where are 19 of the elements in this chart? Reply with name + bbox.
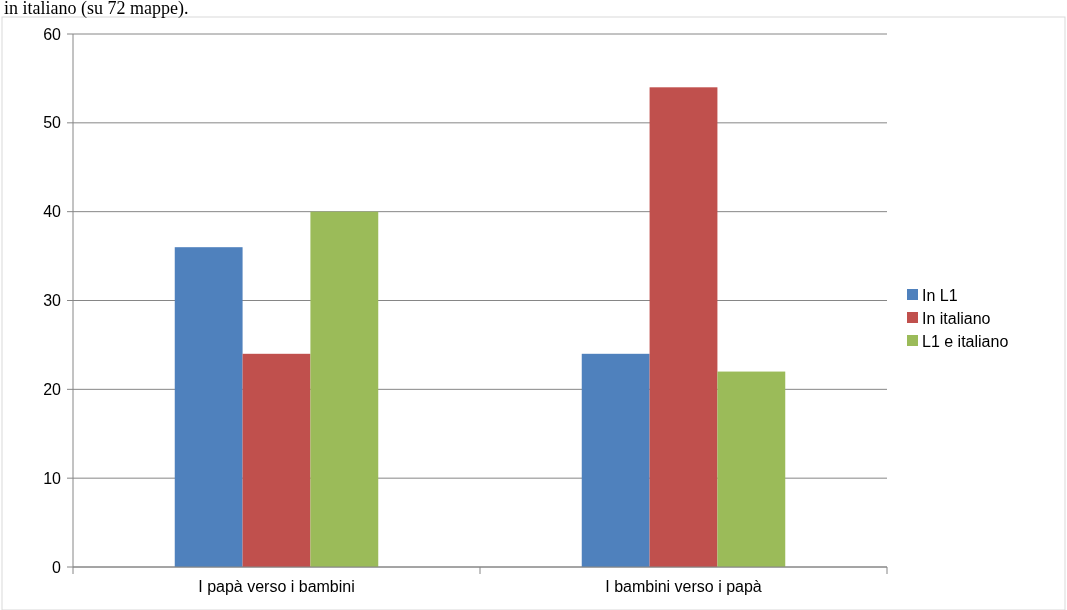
bar	[174, 247, 243, 567]
bar	[649, 87, 718, 567]
y-tick-label: 20	[43, 380, 62, 398]
y-tick-label: 0	[52, 558, 62, 576]
bar	[242, 353, 311, 567]
y-tick-label: 50	[43, 114, 62, 132]
x-tick-label: I papà verso i bambini	[198, 578, 355, 595]
text: in italiano (su 72 mappe).	[4, 0, 189, 19]
y-tick-label: 10	[43, 469, 62, 487]
legend-label: L1 e italiano	[922, 332, 1009, 350]
x-tick-label: I bambini verso i papà	[605, 578, 762, 595]
y-tick-label: 60	[43, 25, 62, 43]
bar	[581, 353, 650, 567]
legend-label: In L1	[922, 286, 958, 304]
y-tick-label: 30	[43, 292, 62, 310]
bar	[310, 211, 379, 567]
legend-label: In italiano	[922, 309, 991, 327]
y-tick-label: 40	[43, 203, 62, 221]
bar	[717, 371, 786, 567]
